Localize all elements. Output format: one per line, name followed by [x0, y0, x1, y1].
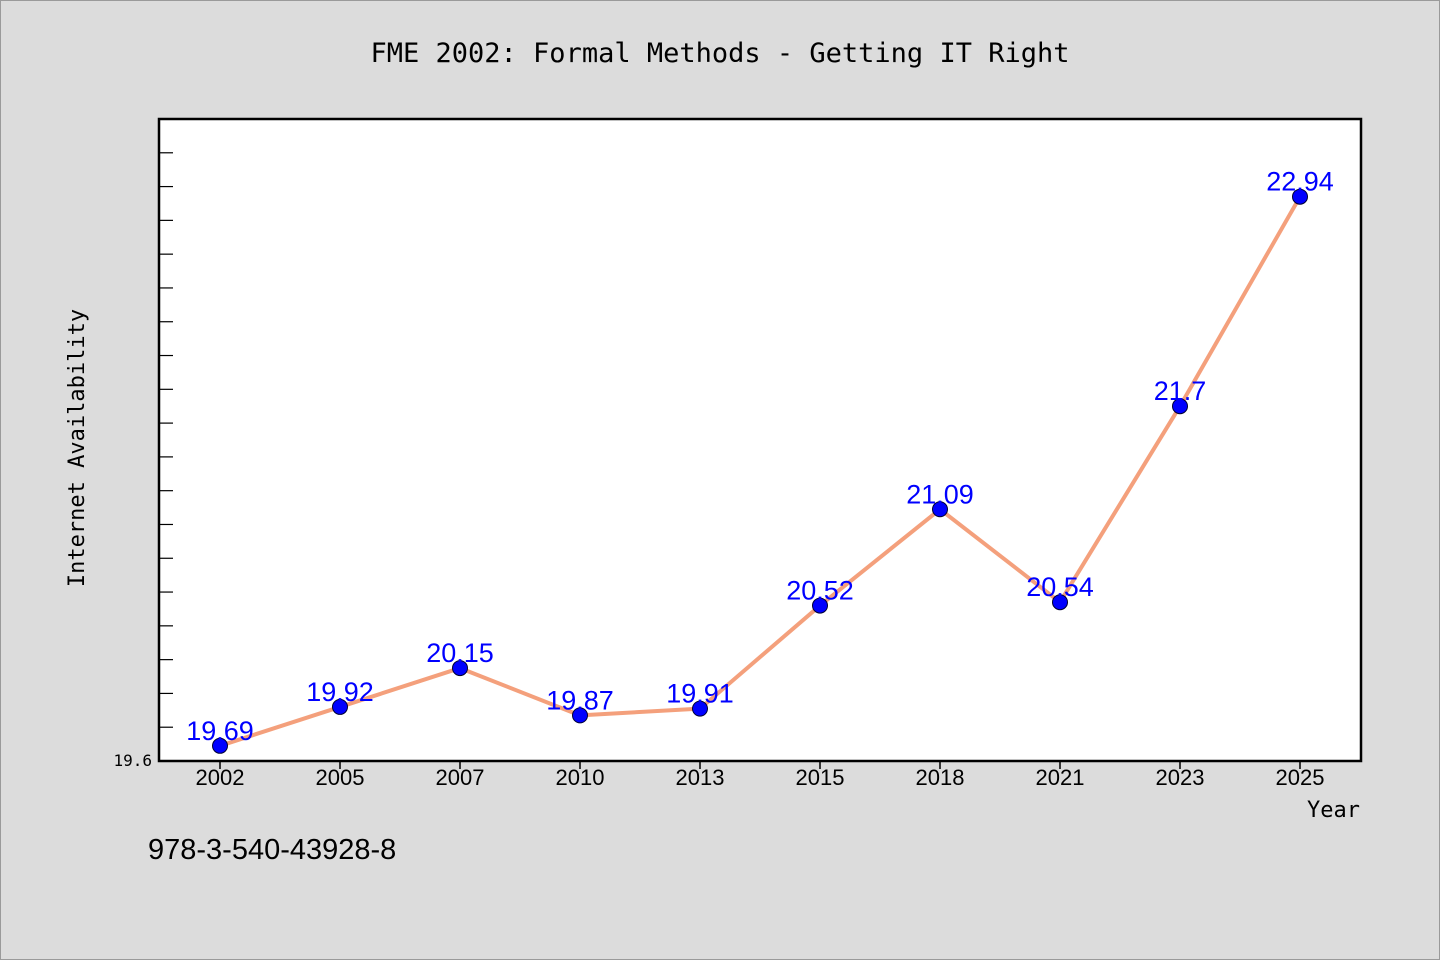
data-label: 20.15 — [426, 638, 494, 668]
x-tick-label: 2018 — [916, 765, 965, 790]
data-labels: 19.69 19.92 20.15 19.87 19.91 20.52 21.09 20.54… — [186, 167, 1334, 746]
series-line — [219, 195, 1302, 748]
data-label: 19.91 — [666, 679, 734, 709]
data-point — [812, 597, 828, 614]
x-tick-label: 2023 — [1156, 765, 1205, 790]
data-point — [452, 660, 468, 677]
x-tick-label: 2015 — [796, 765, 845, 790]
x-tick-label: 2013 — [676, 765, 725, 790]
x-tick-label: 2007 — [436, 765, 485, 790]
x-tick-label: 2005 — [316, 765, 365, 790]
data-label: 21.09 — [906, 479, 974, 509]
data-label: 20.54 — [1026, 572, 1094, 602]
data-label: 19.92 — [306, 677, 374, 707]
data-label: 20.52 — [786, 576, 854, 606]
y-axis-ticks — [159, 152, 173, 728]
data-point — [1292, 188, 1308, 205]
data-point — [212, 737, 228, 754]
data-point — [1052, 594, 1068, 611]
y-tick-label-min: 19.6 — [113, 751, 152, 770]
data-label: 22.94 — [1266, 167, 1334, 197]
data-point — [932, 501, 948, 518]
data-label: 19.69 — [186, 716, 254, 746]
data-markers — [212, 188, 1308, 754]
data-point — [692, 700, 708, 717]
data-label: 19.87 — [546, 685, 614, 715]
x-tick-label: 2010 — [556, 765, 605, 790]
x-tick-label: 2021 — [1036, 765, 1085, 790]
data-label: 21.7 — [1154, 376, 1207, 406]
data-point — [1172, 398, 1188, 415]
chart-title: FME 2002: Formal Methods - Getting IT Ri… — [371, 38, 1070, 69]
plot-area — [157, 117, 1363, 763]
x-axis-ticks: 2002 2005 2007 2010 2013 2015 2018 2021 2023 2025 — [196, 761, 1325, 790]
data-point — [332, 698, 348, 715]
x-tick-label: 2002 — [196, 765, 245, 790]
x-axis-title: Year — [1307, 798, 1360, 823]
y-axis-title: Internet Availability — [65, 309, 90, 587]
series-line-group — [219, 195, 1302, 748]
x-tick-label: 2025 — [1276, 765, 1325, 790]
isbn-footer: 978-3-540-43928-8 — [148, 834, 397, 866]
data-point — [572, 707, 588, 724]
